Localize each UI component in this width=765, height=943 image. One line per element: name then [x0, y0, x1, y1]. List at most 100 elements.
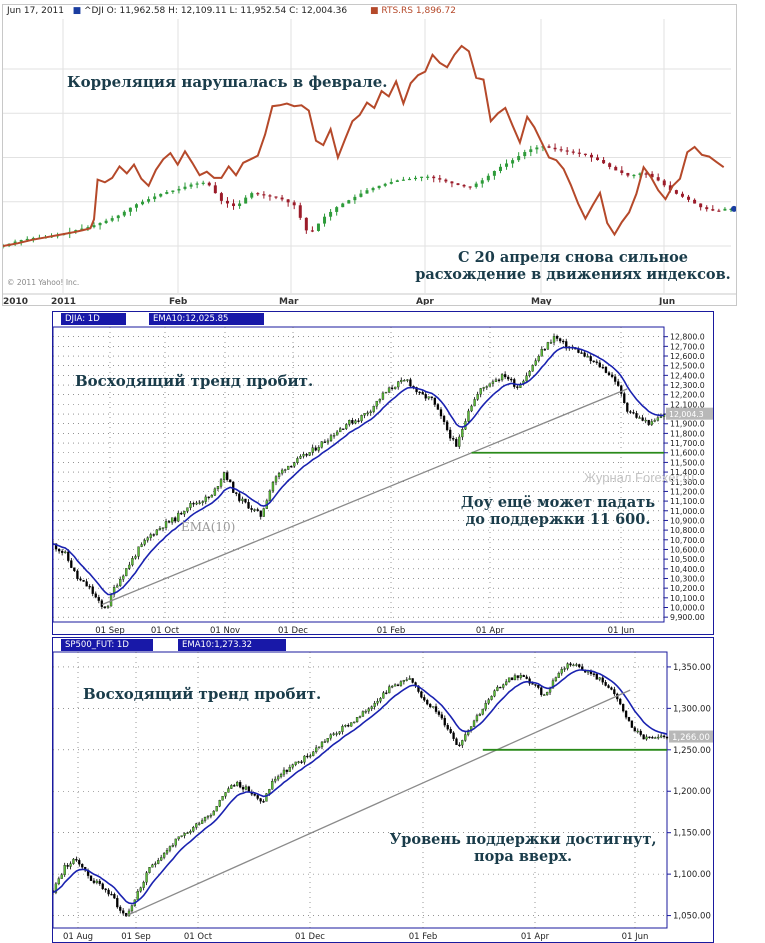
y-tick-label: 11,200.0: [670, 487, 705, 496]
djia-chart-panel: DJIA: 1D EMA10:12,025.85 9,900.00 10,000.…: [52, 311, 714, 635]
djia-ema-tab[interactable]: EMA10:12,025.85: [149, 313, 264, 325]
price-bar-body: [146, 537, 149, 541]
price-bar-body: [503, 374, 507, 378]
price-bar-body: [154, 863, 157, 865]
dji-candle-body: [650, 173, 654, 178]
trendline: [101, 388, 628, 606]
dji-candle-body: [462, 184, 466, 187]
price-bar-body: [510, 677, 514, 681]
price-bar-body: [189, 831, 192, 833]
dji-candle-body: [656, 177, 660, 181]
comparison-chart-panel: Jun 17, 2011 ■ ^DJI O: 11,962.58 H: 12,1…: [2, 4, 737, 306]
header-date: Jun 17, 2011: [7, 6, 65, 16]
sp500-ema-tab[interactable]: EMA10:1,273.32: [178, 639, 286, 651]
price-bar-body: [300, 761, 303, 763]
dji-candle-body: [693, 199, 697, 204]
dji-candle-body: [104, 220, 108, 223]
price-bar-body: [311, 447, 314, 453]
price-bar-body: [479, 388, 482, 395]
annotation-divergence-line2: расхождение в движениях индексов.: [415, 266, 731, 283]
price-bar-body: [555, 336, 559, 339]
price-bar-body: [268, 490, 272, 501]
header-dji-close: C: 12,004.36: [289, 6, 348, 16]
dji-candle-body: [699, 203, 703, 208]
price-bar-body: [665, 736, 669, 739]
dji-candle-body: [298, 205, 302, 218]
price-bar-body: [314, 447, 317, 451]
price-bar-body: [236, 782, 239, 786]
x-tick-label: Jun: [658, 297, 675, 305]
price-bar-body: [430, 396, 433, 399]
dji-candle-body: [189, 184, 193, 187]
price-bar-body: [552, 336, 556, 343]
price-bar-body: [238, 782, 242, 788]
price-bar-body: [449, 728, 452, 733]
price-bar-body: [306, 755, 309, 758]
price-bar-body: [654, 737, 657, 739]
price-bar-body: [305, 454, 308, 456]
price-bar-body: [134, 556, 137, 559]
price-bar-body: [339, 428, 342, 433]
dji-candle-body: [256, 193, 260, 195]
price-bar-body: [485, 386, 488, 388]
price-bar-body: [335, 733, 338, 735]
price-bar-body: [537, 356, 540, 361]
price-bar-body: [505, 681, 508, 685]
x-tick-label: 01 Nov: [210, 626, 240, 634]
price-bar-body: [534, 360, 537, 366]
price-bar-body: [180, 835, 183, 837]
price-bar-body: [186, 507, 189, 512]
price-bar-body: [601, 677, 604, 683]
price-bar-body: [458, 436, 461, 447]
sp500-annotation-support: Уровень поддержки достигнут, пора вверх.: [383, 831, 663, 865]
dji-candle-body: [662, 180, 666, 186]
x-tick-label: 2011: [51, 297, 76, 305]
price-bar-body: [212, 810, 215, 816]
price-bar-body: [274, 476, 278, 483]
price-bar-body: [103, 606, 107, 608]
price-bar-body: [244, 786, 248, 790]
price-bar-body: [394, 386, 397, 389]
price-bar-body: [161, 527, 165, 529]
dji-candle-body: [680, 193, 684, 197]
price-bar-body: [308, 452, 311, 456]
price-bar-body: [241, 498, 244, 501]
price-bar-body: [379, 698, 382, 702]
price-bar-body: [393, 684, 397, 687]
price-bar-body: [142, 882, 145, 888]
price-bar-body: [461, 740, 464, 746]
price-bar-body: [478, 714, 482, 716]
price-bar-body: [626, 402, 629, 412]
y-tick-label: 10,100.0: [670, 594, 705, 603]
dji-candle-body: [723, 208, 727, 211]
price-bar-body: [472, 720, 476, 727]
price-bar-body: [645, 736, 648, 740]
price-bar-body: [145, 872, 148, 883]
djia-symbol-tab[interactable]: DJIA: 1D: [61, 313, 126, 325]
sp500-symbol-tab[interactable]: SP500_FUT: 1D: [61, 639, 153, 651]
price-bar-body: [296, 458, 299, 463]
dji-candle-body: [323, 216, 327, 224]
dji-candle-body: [177, 188, 181, 191]
dji-candle-body: [438, 178, 442, 180]
price-bar-body: [98, 880, 101, 884]
annotation-correlation: Корреляция нарушалась в феврале.: [67, 73, 388, 91]
price-bar-body: [170, 517, 174, 523]
price-bar-body: [545, 692, 549, 695]
price-bar-body: [632, 412, 635, 414]
price-bar-body: [403, 380, 406, 382]
price-bar-body: [376, 700, 379, 704]
price-bar-body: [210, 495, 214, 498]
price-bar-body: [357, 420, 360, 422]
price-bar-body: [227, 788, 230, 793]
price-bar-body: [355, 717, 359, 723]
sp500-annotation-trend: Восходящий тренд пробит.: [83, 685, 322, 703]
y-tick-label: 1,350.00: [673, 663, 711, 673]
price-bar-body: [57, 548, 61, 552]
price-bar-body: [104, 888, 107, 891]
dji-candle-body: [98, 222, 102, 226]
price-bar-body: [507, 677, 511, 682]
price-bar-body: [113, 894, 116, 899]
y-tick-label: 11,600.0: [670, 449, 705, 458]
price-bar-body: [496, 686, 499, 691]
